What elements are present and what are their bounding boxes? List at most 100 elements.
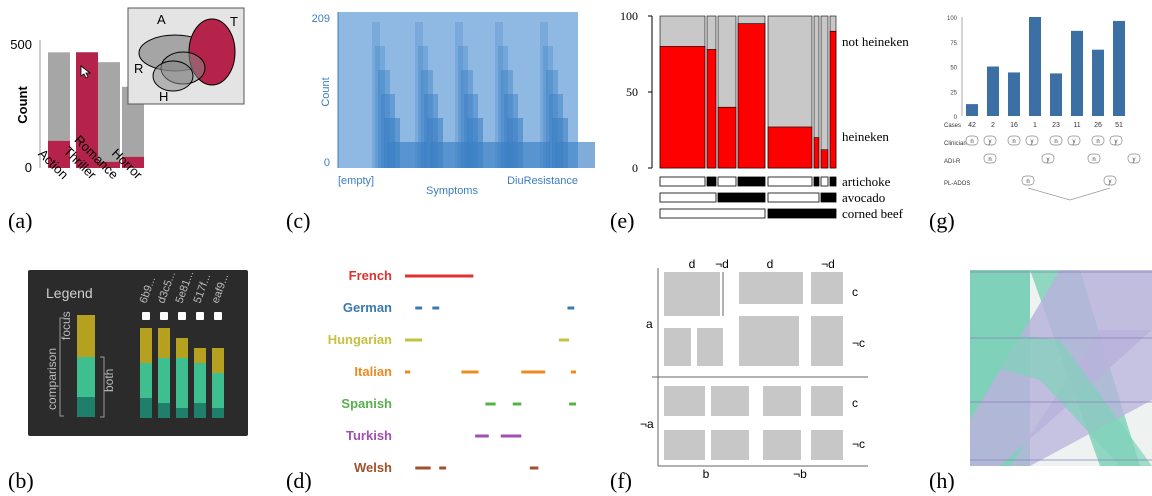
e-bar-6 (820, 149, 829, 169)
e-row-2-cell-1 (767, 208, 837, 219)
f-cell-10 (811, 386, 843, 416)
e-row-label-2: corned beef (842, 206, 904, 221)
b-legend-focus (77, 315, 95, 357)
b-legend-both (77, 357, 95, 397)
g-node-label-5: y (1073, 139, 1076, 145)
f-cell-4 (697, 328, 723, 366)
a-venn-label-0: A (157, 12, 166, 27)
f-cell-1 (739, 272, 803, 304)
f-left-label-0: a (646, 317, 653, 331)
g-case-1: 2 (991, 122, 995, 129)
e-row-0-cell-6 (820, 176, 829, 187)
g-node-11 (1127, 153, 1141, 164)
c-step-3-5 (510, 142, 550, 168)
g-node-10 (1087, 153, 1101, 164)
f-top-label-2: d (767, 257, 774, 271)
f-cell-7 (664, 386, 705, 416)
g-bar-4 (1050, 73, 1062, 116)
g-bar-0 (966, 104, 978, 116)
b-bar-comparison-1 (158, 403, 170, 418)
panel-g: 100 75 50 25 0 42 2 16 1 23 11 26 51 Cases Clinician AD… (944, 16, 1141, 201)
panel-label-6: (g) (929, 208, 955, 233)
c-step-3-1 (498, 46, 508, 168)
g-node-13 (1103, 175, 1117, 186)
panel-labels: (a) (b) (c) (d) (e) (f) (g) (h) (8, 208, 955, 493)
a-bar-total-3 (122, 86, 144, 168)
g-ytick-0: 100 (947, 16, 958, 22)
c-step-0-0 (372, 22, 380, 168)
c-step-2-5 (470, 142, 510, 168)
e-row-0-cell-4 (767, 176, 813, 187)
a-bar-filter-2 (98, 161, 120, 168)
b-bar-focus-3 (194, 348, 206, 363)
b-legend-focus-label: focus (59, 311, 73, 340)
panel-b: Legendfocusbothcomparison6b9...d3c5...5e… (28, 269, 248, 436)
b-bar-both-3 (194, 363, 206, 403)
e-label-not-heineken: not heineken (842, 34, 909, 49)
c-step-3-0 (495, 22, 503, 168)
g-tree-root (1027, 187, 1111, 201)
g-node-label-10: n (1092, 157, 1095, 163)
a-bar-filter-0 (48, 140, 70, 168)
f-bottom-label-0: b (703, 467, 710, 481)
f-right-label-1: ¬c (852, 336, 865, 350)
a-ytick-0: 0 (25, 160, 32, 175)
c-step-1-5 (430, 142, 470, 168)
f-bottom-label-1: ¬b (793, 467, 807, 481)
c-ytick-top: 209 (312, 13, 330, 25)
a-venn-label-2: R (134, 61, 143, 76)
c-ylabel: Count (320, 77, 332, 106)
g-node-5 (1067, 135, 1081, 146)
b-bar-comparison-2 (176, 408, 188, 418)
b-bar-comparison-3 (194, 403, 206, 418)
e-row-1-cell-2 (767, 192, 820, 203)
g-node-0 (965, 135, 979, 146)
g-node-7 (1109, 135, 1123, 146)
c-step-4-1 (543, 46, 553, 168)
a-bar-filter-3 (122, 156, 144, 168)
g-node-label-3: y (1031, 139, 1034, 145)
a-bar-total-0 (48, 52, 70, 168)
c-xtick-end: DiuResistance (507, 175, 578, 187)
g-node-2 (1007, 135, 1021, 146)
panel-d: French German Hungarian Italian Spanish Turki… (328, 268, 576, 475)
panel-c: 209 0 Count [empty] DiuResistance Symptoms (312, 12, 595, 197)
a-bar-total-2 (98, 62, 120, 168)
e-label-heineken: heineken (842, 129, 889, 144)
b-col-marker-3 (196, 312, 204, 320)
g-bar-6 (1092, 49, 1104, 116)
b-bar-both-4 (212, 373, 224, 408)
g-node-label-4: n (1054, 139, 1057, 145)
d-label-1: German (343, 300, 392, 315)
panel-e: 100 50 0 not heineken heineken artichokeavoca… (620, 9, 909, 221)
c-step-1-0 (415, 22, 423, 168)
g-node-label-2: n (1012, 139, 1015, 145)
e-bar-3 (737, 23, 766, 169)
b-legend-both-label: both (102, 369, 116, 392)
g-case-7: 51 (1115, 122, 1123, 129)
c-ytick-bottom: 0 (324, 157, 330, 169)
e-row-0-cell-0 (659, 176, 706, 187)
g-node-label-0: n (970, 139, 973, 145)
e-bar-0 (659, 46, 706, 169)
g-node-4 (1049, 135, 1063, 146)
e-bar-7 (829, 30, 837, 169)
e-ytick-1: 50 (626, 85, 638, 99)
a-ylabel: Count (15, 86, 30, 124)
panel-label-1: (b) (8, 468, 34, 493)
a-venn-label-3: H (159, 89, 168, 104)
g-bar-2 (1008, 72, 1020, 116)
g-node-8 (983, 153, 997, 164)
panel-f: d ¬d d ¬d c ¬c c ¬c a ¬a b ¬b (640, 257, 868, 481)
panel-label-5: (f) (610, 468, 632, 493)
e-row-0-cell-3 (737, 176, 766, 187)
d-label-0: French (349, 268, 392, 283)
a-venn-set-H (152, 60, 194, 92)
b-bar-focus-2 (176, 338, 188, 358)
g-node-label-13: y (1109, 179, 1112, 185)
g-node-1 (983, 135, 997, 146)
f-cell-5 (739, 316, 799, 366)
f-cell-9 (763, 386, 801, 416)
cursor-icon (80, 65, 92, 79)
g-node-label-8: n (988, 157, 991, 163)
